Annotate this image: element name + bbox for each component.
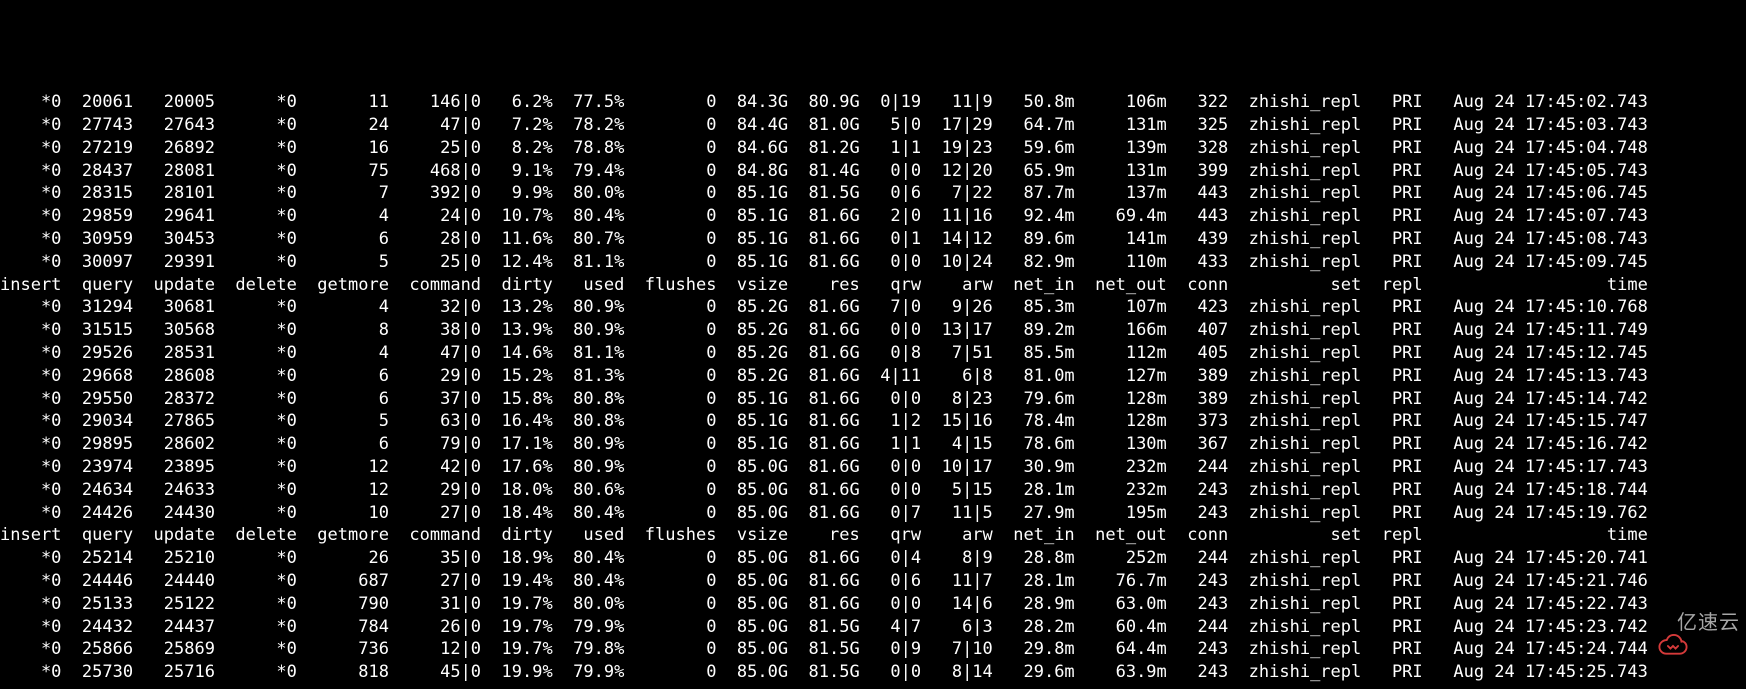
- mongostat-data-row: *0 29550 28372 *0 6 37|0 15.8% 80.8% 0 8…: [0, 388, 1746, 411]
- mongostat-data-row: *0 24426 24430 *0 10 27|0 18.4% 80.4% 0 …: [0, 502, 1746, 525]
- mongostat-data-row: *0 25214 25210 *0 26 35|0 18.9% 80.4% 0 …: [0, 547, 1746, 570]
- mongostat-data-row: *0 30959 30453 *0 6 28|0 11.6% 80.7% 0 8…: [0, 228, 1746, 251]
- mongostat-data-row: *0 28437 28081 *0 75 468|0 9.1% 79.4% 0 …: [0, 160, 1746, 183]
- mongostat-data-row: *0 27219 26892 *0 16 25|0 8.2% 78.8% 0 8…: [0, 137, 1746, 160]
- mongostat-data-row: *0 29895 28602 *0 6 79|0 17.1% 80.9% 0 8…: [0, 433, 1746, 456]
- mongostat-data-row: *0 29526 28531 *0 4 47|0 14.6% 81.1% 0 8…: [0, 342, 1746, 365]
- mongostat-data-row: *0 25866 25869 *0 736 12|0 19.7% 79.8% 0…: [0, 638, 1746, 661]
- mongostat-header-row: insert query update delete getmore comma…: [0, 274, 1746, 297]
- mongostat-data-row: *0 31515 30568 *0 8 38|0 13.9% 80.9% 0 8…: [0, 319, 1746, 342]
- mongostat-data-row: *0 30097 29391 *0 5 25|0 12.4% 81.1% 0 8…: [0, 251, 1746, 274]
- mongostat-data-row: *0 29859 29641 *0 4 24|0 10.7% 80.4% 0 8…: [0, 205, 1746, 228]
- mongostat-data-row: *0 31294 30681 *0 4 32|0 13.2% 80.9% 0 8…: [0, 296, 1746, 319]
- mongostat-data-row: *0 20061 20005 *0 11 146|0 6.2% 77.5% 0 …: [0, 91, 1746, 114]
- mongostat-data-row: *0 24446 24440 *0 687 27|0 19.4% 80.4% 0…: [0, 570, 1746, 593]
- mongostat-data-row: *0 25133 25122 *0 790 31|0 19.7% 80.0% 0…: [0, 593, 1746, 616]
- mongostat-data-row: *0 25730 25716 *0 818 45|0 19.9% 79.9% 0…: [0, 661, 1746, 684]
- mongostat-data-row: *0 29668 28608 *0 6 29|0 15.2% 81.3% 0 8…: [0, 365, 1746, 388]
- watermark: 亿速云: [1637, 609, 1740, 637]
- mongostat-data-row: *0 23974 23895 *0 12 42|0 17.6% 80.9% 0 …: [0, 456, 1746, 479]
- mongostat-data-row: *0 28315 28101 *0 7 392|0 9.9% 80.0% 0 8…: [0, 182, 1746, 205]
- mongostat-data-row: *0 24432 24437 *0 784 26|0 19.7% 79.9% 0…: [0, 616, 1746, 639]
- mongostat-header-row: insert query update delete getmore comma…: [0, 524, 1746, 547]
- mongostat-data-row: *0 27743 27643 *0 24 47|0 7.2% 78.2% 0 8…: [0, 114, 1746, 137]
- mongostat-data-row: *0 24634 24633 *0 12 29|0 18.0% 80.6% 0 …: [0, 479, 1746, 502]
- mongostat-data-row: *0 29034 27865 *0 5 63|0 16.4% 80.8% 0 8…: [0, 410, 1746, 433]
- cloud-logo-icon: [1637, 609, 1671, 637]
- mongostat-output: *0 20061 20005 *0 11 146|0 6.2% 77.5% 0 …: [0, 91, 1746, 684]
